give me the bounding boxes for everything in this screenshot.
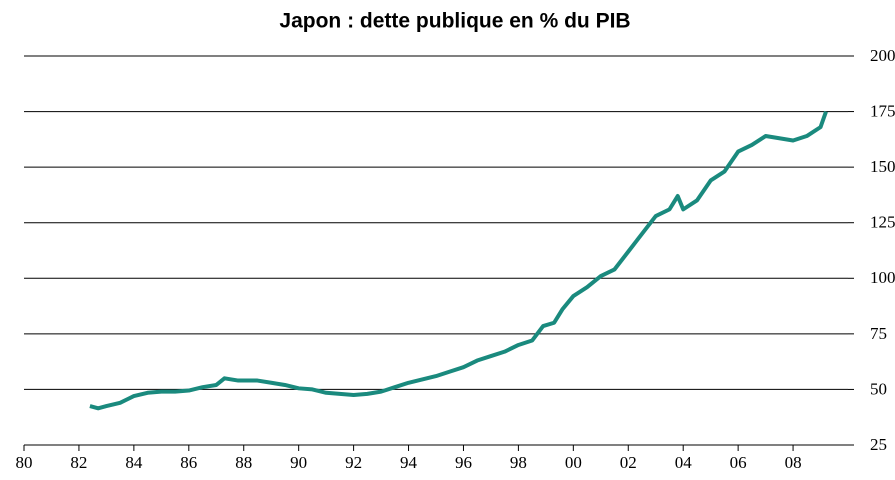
x-tick-label: 92 [345, 453, 362, 472]
x-tick-label: 96 [455, 453, 472, 472]
x-tick-label: 08 [785, 453, 802, 472]
x-tick-label: 94 [400, 453, 418, 472]
x-tick-label: 82 [70, 453, 87, 472]
y-tick-label: 25 [870, 435, 887, 454]
x-tick-label: 02 [620, 453, 637, 472]
y-tick-label: 200 [870, 46, 895, 65]
y-tick-label: 150 [870, 157, 895, 176]
y-tick-label: 125 [870, 213, 895, 232]
x-tick-label: 04 [675, 453, 693, 472]
y-tick-label: 175 [870, 101, 895, 120]
x-tick-label: 86 [180, 453, 197, 472]
y-tick-label: 50 [870, 379, 887, 398]
x-tick-label: 06 [730, 453, 747, 472]
x-tick-label: 80 [16, 453, 33, 472]
x-tick-label: 90 [290, 453, 307, 472]
y-tick-label: 75 [870, 324, 887, 343]
x-tick-label: 00 [565, 453, 582, 472]
x-tick-label: 88 [235, 453, 252, 472]
chart-title: Japon : dette publique en % du PIB [279, 10, 630, 33]
x-tick-label: 84 [125, 453, 143, 472]
x-tick-label: 98 [510, 453, 527, 472]
data-line [89, 110, 828, 411]
y-tick-label: 100 [870, 268, 895, 287]
